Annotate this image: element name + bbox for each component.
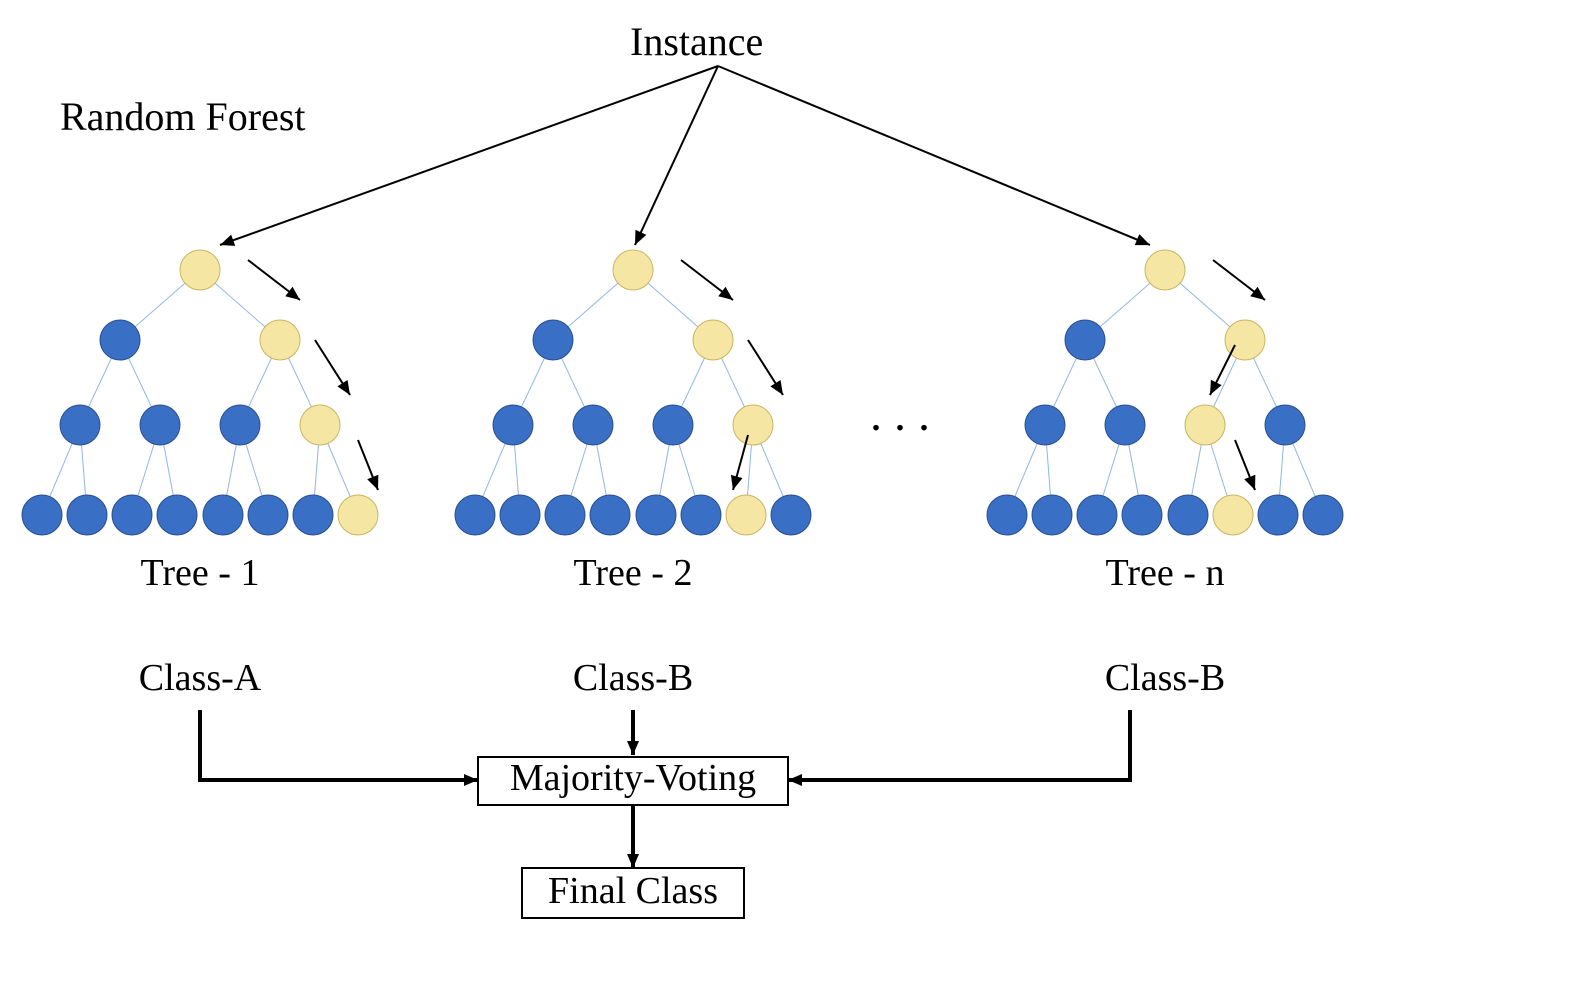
class-label: Class-A [139, 657, 262, 699]
tree-2: Tree - n Class-B [987, 250, 1343, 699]
tree-node [681, 495, 721, 535]
tree-node-active [613, 250, 653, 290]
random-forest-label: Random Forest [60, 94, 306, 139]
vote-arrow-right [788, 710, 1130, 786]
tree-0: Tree - 1 Class-A [22, 250, 378, 699]
tree-node [293, 495, 333, 535]
instance-arrow-1 [635, 66, 718, 245]
tree-node-active [1145, 250, 1185, 290]
tree-node [987, 495, 1027, 535]
tree-node [248, 495, 288, 535]
tree-node [1122, 495, 1162, 535]
tree-node-active [260, 320, 300, 360]
tree-node [1168, 495, 1208, 535]
tree-node [636, 495, 676, 535]
tree-label: Tree - 2 [574, 552, 693, 594]
tree-node [590, 495, 630, 535]
tree-node-active [1185, 405, 1225, 445]
tree-node [1258, 495, 1298, 535]
final-arrow [627, 805, 639, 868]
tree-node-active [726, 495, 766, 535]
tree-node [140, 405, 180, 445]
tree-node [1065, 320, 1105, 360]
tree-node [60, 405, 100, 445]
decision-path-arrow [315, 340, 350, 395]
tree-node [455, 495, 495, 535]
vote-arrow-center [627, 710, 639, 755]
tree-node [500, 495, 540, 535]
ellipsis-label: . . . [870, 388, 930, 441]
decision-path-arrow [731, 435, 748, 490]
tree-node [112, 495, 152, 535]
tree-node [22, 495, 62, 535]
tree-label: Tree - 1 [141, 552, 260, 594]
tree-node [203, 495, 243, 535]
tree-node [771, 495, 811, 535]
class-label: Class-B [573, 657, 693, 699]
tree-node-active [180, 250, 220, 290]
decision-path-arrow [681, 260, 733, 300]
tree-node-active [693, 320, 733, 360]
instance-label: Instance [630, 19, 763, 64]
tree-node [1025, 405, 1065, 445]
tree-node [1032, 495, 1072, 535]
tree-node [1303, 495, 1343, 535]
tree-node [1105, 405, 1145, 445]
tree-label: Tree - n [1106, 552, 1225, 594]
tree-node [545, 495, 585, 535]
tree-node [533, 320, 573, 360]
tree-node [1077, 495, 1117, 535]
tree-node [573, 405, 613, 445]
tree-node [157, 495, 197, 535]
vote-arrow-right-head [788, 774, 808, 786]
tree-node [100, 320, 140, 360]
decision-path-arrow [248, 260, 300, 300]
tree-node [493, 405, 533, 445]
instance-arrow-0 [220, 66, 718, 246]
decision-path-arrow [358, 440, 378, 490]
tree-node [1265, 405, 1305, 445]
tree-node-active [338, 495, 378, 535]
majority-voting-label: Majority-Voting [510, 757, 756, 799]
tree-node [220, 405, 260, 445]
tree-1: Tree - 2 Class-B [455, 250, 811, 699]
decision-path-arrow [1235, 440, 1255, 490]
vote-arrow-left [200, 710, 478, 786]
tree-node [67, 495, 107, 535]
tree-node-active [733, 405, 773, 445]
final-class-label: Final Class [548, 870, 718, 912]
vote-arrow-left-head [458, 774, 478, 786]
tree-node-active [300, 405, 340, 445]
instance-arrow-2 [718, 66, 1150, 245]
decision-path-arrow [748, 340, 783, 395]
decision-path-arrow [1213, 260, 1265, 300]
tree-node [653, 405, 693, 445]
tree-node-active [1213, 495, 1253, 535]
class-label: Class-B [1105, 657, 1225, 699]
